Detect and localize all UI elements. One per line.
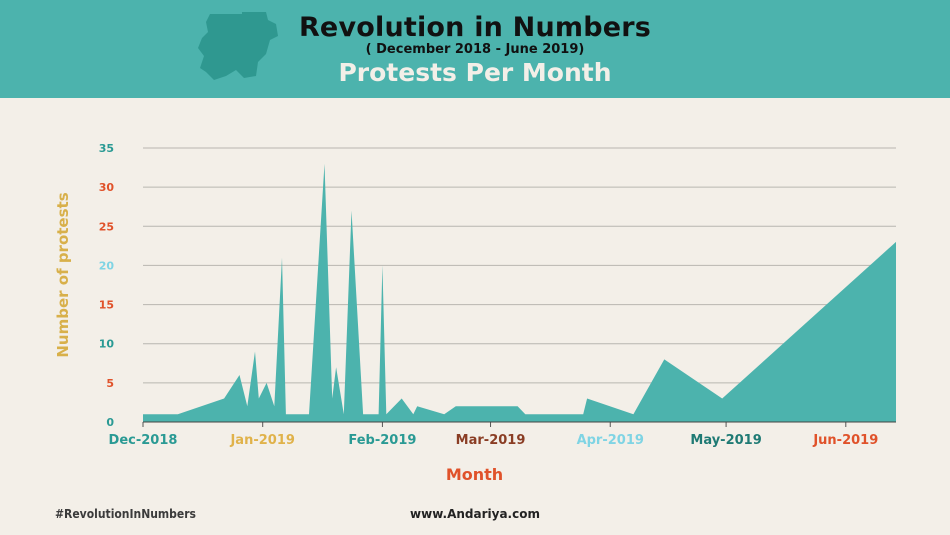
x-tick-label: Jan-2019 [229,433,294,448]
x-tick-label: May-2019 [690,433,761,448]
x-axis-ticks: Dec-2018 Jan-2019 Feb-2019 Mar-2019 Apr-2019… [109,422,878,448]
x-tick-label: Jun-2019 [812,433,878,448]
sudan-map-shape [198,12,278,80]
x-tick-label: Dec-2018 [109,433,178,448]
y-tick-label: 5 [106,377,114,390]
y-tick-label: 35 [99,142,114,155]
header-banner: Revolution in Numbers ( December 2018 - … [0,0,950,98]
page-title: Revolution in Numbers [298,12,652,43]
y-tick-label: 20 [99,259,115,272]
y-tick-label: 10 [99,338,115,351]
website-link[interactable]: www.Andariya.com [410,507,540,521]
page-subtitle: ( December 2018 - June 2019) [365,42,585,57]
protests-area-series [143,163,896,422]
y-tick-label: 25 [99,220,114,233]
x-axis-label: Month [446,465,503,484]
y-tick-label: 15 [99,299,114,312]
protests-area-chart: 0 5 10 15 20 25 30 35 Dec-2018 Jan-2019 Feb-2019 M… [54,142,896,484]
x-tick-label: Apr-2019 [577,433,644,448]
chart-title: Protests Per Month [338,58,612,87]
y-axis-label: Number of protests [54,192,72,357]
x-tick-label: Feb-2019 [348,433,416,448]
hashtag-label: #RevolutionInNumbers [55,507,196,521]
y-tick-label: 30 [99,181,115,194]
y-tick-label: 0 [106,416,114,429]
x-tick-label: Mar-2019 [456,433,526,448]
sudan-map-icon [198,12,278,80]
y-axis-ticks: 0 5 10 15 20 25 30 35 [99,142,115,429]
